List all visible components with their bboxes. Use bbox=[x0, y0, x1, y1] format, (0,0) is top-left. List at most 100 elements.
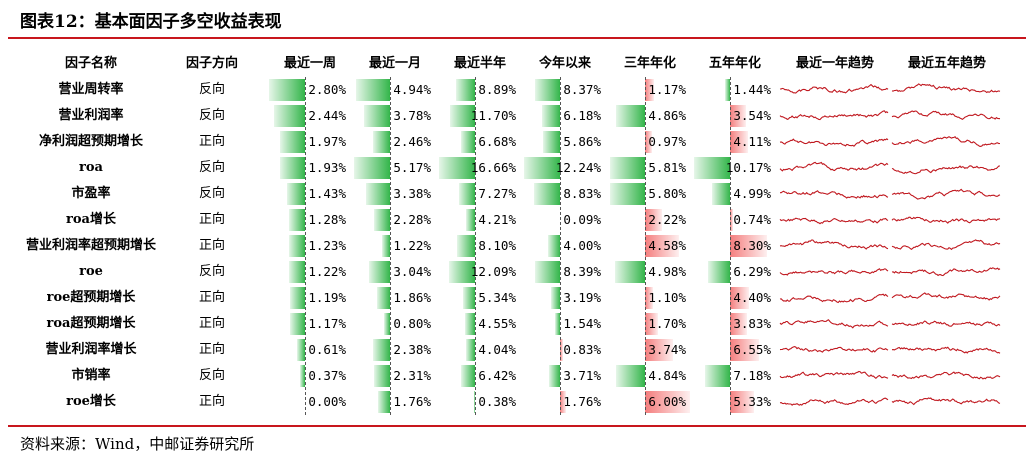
bar-ytd bbox=[560, 391, 567, 413]
value-label-recent-half-year: 4.55% bbox=[478, 316, 516, 331]
value-label-three-year-ann: 6.00% bbox=[648, 394, 686, 409]
bar-cell-recent-half-year: 8.10% bbox=[438, 234, 522, 258]
header-factor-name: 因子名称 bbox=[64, 56, 117, 71]
sparkline-path-5y bbox=[891, 165, 1000, 175]
value-label-recent-month: 2.38% bbox=[393, 342, 431, 357]
zero-axis-recent-half-year bbox=[475, 77, 476, 415]
bar-three-year-ann bbox=[645, 235, 680, 257]
bar-recent-month bbox=[368, 261, 390, 283]
bar-cell-three-year-ann: 5.81% bbox=[608, 156, 692, 180]
sparkline-path-1y bbox=[779, 217, 889, 225]
value-label-recent-half-year: 6.42% bbox=[478, 368, 516, 383]
value-label-ytd: 1.54% bbox=[563, 316, 601, 331]
sparkline-5y bbox=[891, 292, 1001, 301]
value-label-recent-week: 1.93% bbox=[308, 160, 346, 175]
bar-cell-ytd: 12.24% bbox=[523, 156, 607, 180]
bar-cell-recent-week: 1.22% bbox=[268, 260, 352, 284]
bar-cell-recent-half-year: 8.89% bbox=[438, 78, 522, 102]
bar-cell-recent-month: 1.76% bbox=[353, 390, 437, 414]
bar-recent-week bbox=[279, 131, 305, 153]
header-factor-direction: 因子方向 bbox=[185, 56, 238, 71]
value-label-recent-month: 1.76% bbox=[393, 394, 431, 409]
bar-cell-three-year-ann: 3.74% bbox=[608, 338, 692, 362]
sparkline-path-5y bbox=[891, 320, 1001, 327]
bar-recent-half-year bbox=[460, 131, 475, 153]
sparkline-5y bbox=[891, 239, 1001, 251]
bar-cell-three-year-ann: 2.22% bbox=[608, 208, 692, 232]
bar-cell-five-year-ann: 4.11% bbox=[693, 130, 777, 154]
value-label-five-year-ann: 8.30% bbox=[733, 238, 771, 253]
value-label-ytd: 8.39% bbox=[563, 264, 601, 279]
bar-cell-five-year-ann: 7.18% bbox=[693, 364, 777, 388]
bar-cell-recent-week: 1.19% bbox=[268, 286, 352, 310]
bar-ytd bbox=[541, 105, 560, 127]
sparkline-path-1y bbox=[779, 110, 889, 121]
bar-cell-recent-month: 0.80% bbox=[353, 312, 437, 336]
sparkline-1y bbox=[780, 190, 889, 199]
bar-cell-recent-half-year: 4.21% bbox=[438, 208, 522, 232]
bar-recent-month bbox=[355, 79, 390, 101]
value-label-recent-week: 1.19% bbox=[308, 290, 346, 305]
factor-direction: 反向 bbox=[198, 186, 225, 201]
value-label-three-year-ann: 1.17% bbox=[648, 82, 686, 97]
sparkline-5y bbox=[891, 216, 1001, 224]
bar-cell-five-year-ann: 4.99% bbox=[693, 182, 777, 206]
factor-name: 市盈率 bbox=[71, 186, 111, 201]
bar-ytd bbox=[535, 79, 560, 101]
bar-five-year-ann bbox=[730, 339, 759, 361]
value-label-ytd: 8.83% bbox=[563, 186, 601, 201]
bar-recent-month bbox=[374, 209, 390, 231]
sparkline-path-1y bbox=[779, 268, 889, 276]
bar-cell-ytd: 8.37% bbox=[523, 78, 607, 102]
sparkline-1y bbox=[779, 83, 889, 94]
bar-cell-five-year-ann: 6.55% bbox=[693, 338, 777, 362]
value-label-three-year-ann: 3.74% bbox=[648, 342, 686, 357]
factor-name: roa bbox=[79, 160, 103, 175]
factor-direction: 正向 bbox=[198, 212, 225, 227]
bar-cell-five-year-ann: 4.40% bbox=[693, 286, 777, 310]
value-label-recent-month: 4.94% bbox=[393, 82, 431, 97]
bar-three-year-ann bbox=[615, 105, 645, 127]
bar-recent-week bbox=[289, 235, 305, 257]
bar-cell-recent-half-year: 11.70% bbox=[438, 104, 522, 128]
value-label-recent-month: 3.04% bbox=[393, 264, 431, 279]
value-label-ytd: 3.19% bbox=[563, 290, 601, 305]
bar-cell-recent-half-year: 4.04% bbox=[438, 338, 522, 362]
bar-ytd bbox=[542, 131, 560, 153]
bar-cell-three-year-ann: 4.84% bbox=[608, 364, 692, 388]
zero-axis-recent-week bbox=[305, 77, 306, 415]
value-label-recent-week: 1.97% bbox=[308, 134, 346, 149]
bar-recent-half-year bbox=[457, 235, 475, 257]
bar-cell-recent-half-year: 4.55% bbox=[438, 312, 522, 336]
bar-cell-recent-month: 2.28% bbox=[353, 208, 437, 232]
sparkline-path-5y bbox=[891, 83, 1001, 94]
sparkline-path-5y bbox=[891, 216, 1001, 224]
bar-cell-recent-month: 1.22% bbox=[353, 234, 437, 258]
value-label-recent-month: 1.22% bbox=[393, 238, 431, 253]
value-label-recent-week: 0.61% bbox=[308, 342, 346, 357]
bar-three-year-ann bbox=[645, 339, 674, 361]
value-label-recent-month: 3.78% bbox=[393, 108, 431, 123]
bar-five-year-ann bbox=[730, 391, 754, 413]
value-label-three-year-ann: 4.84% bbox=[648, 368, 686, 383]
value-label-recent-week: 1.43% bbox=[308, 186, 346, 201]
figure-title: 图表12：基本面因子多空收益表现 bbox=[20, 12, 282, 32]
value-label-ytd: 1.76% bbox=[563, 394, 601, 409]
sparkline-5y bbox=[891, 397, 1001, 406]
value-label-recent-half-year: 8.89% bbox=[478, 82, 516, 97]
factor-direction: 正向 bbox=[198, 342, 225, 357]
bar-recent-month bbox=[381, 235, 390, 257]
bar-cell-ytd: 3.19% bbox=[523, 286, 607, 310]
sparkline-path-1y bbox=[779, 138, 889, 147]
zero-axis-three-year-ann bbox=[645, 77, 646, 415]
bar-cell-recent-half-year: 0.38% bbox=[438, 390, 522, 414]
bar-recent-week bbox=[288, 209, 305, 231]
value-label-recent-half-year: 5.34% bbox=[478, 290, 516, 305]
bar-cell-ytd: 3.71% bbox=[523, 364, 607, 388]
value-label-recent-week: 1.22% bbox=[308, 264, 346, 279]
bar-three-year-ann bbox=[615, 261, 645, 283]
sparkline-path-1y bbox=[779, 397, 889, 406]
factor-name: roe增长 bbox=[66, 394, 116, 409]
bar-recent-half-year bbox=[455, 79, 475, 101]
bar-recent-month bbox=[384, 313, 390, 335]
